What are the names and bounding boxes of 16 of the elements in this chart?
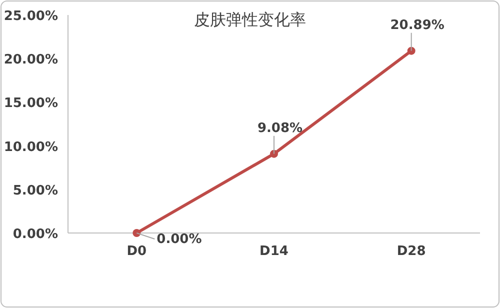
- point: [407, 46, 416, 55]
- point: [270, 150, 278, 158]
- x-tick-label: D14: [260, 244, 288, 259]
- y-tick-label: 10.00%: [4, 140, 58, 155]
- data-label: 0.00%: [156, 232, 202, 247]
- chart-title: 皮肤弹性变化率: [194, 10, 306, 29]
- data-label: 20.89%: [390, 18, 444, 33]
- x-tick-label: D0: [126, 244, 147, 259]
- y-tick-label: 15.00%: [4, 96, 58, 112]
- y-tick-label: 0.00%: [12, 227, 58, 242]
- point: [132, 229, 141, 237]
- y-tick-label: 25.00%: [4, 9, 58, 24]
- y-tick-label: 5.00%: [12, 183, 58, 198]
- x-tick-label: D28: [396, 244, 426, 259]
- data-label: 9.08%: [257, 120, 303, 136]
- y-tick-label: 20.00%: [4, 52, 58, 68]
